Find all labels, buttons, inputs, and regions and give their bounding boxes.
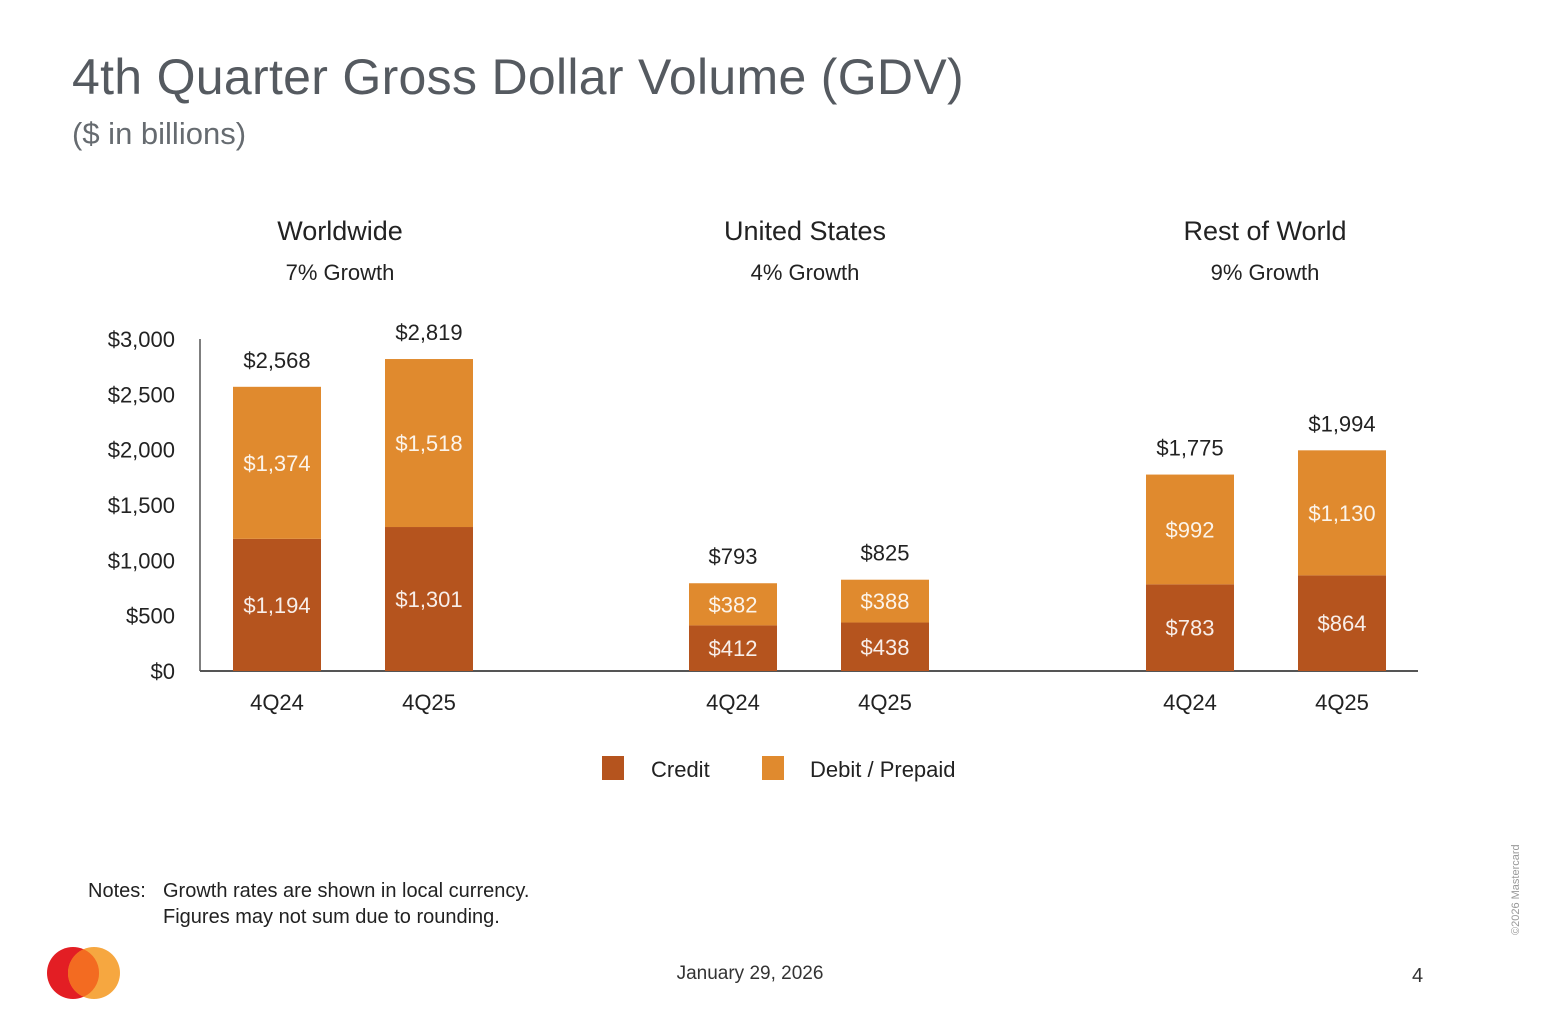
slide-title: 4th Quarter Gross Dollar Volume (GDV) — [72, 49, 964, 105]
bar-debit — [689, 583, 777, 626]
legend-swatch-debit — [762, 756, 784, 780]
bar-credit — [841, 622, 929, 671]
y-tick-label: $500 — [126, 604, 175, 629]
legend-swatch-credit — [602, 756, 624, 780]
bar-debit — [233, 386, 321, 539]
bar-total-label: $2,568 — [243, 348, 310, 373]
notes-label: Notes: — [88, 880, 146, 902]
bar-debit-label: $1,518 — [395, 431, 462, 456]
group-title: Worldwide — [277, 216, 403, 246]
bar-credit-label: $438 — [861, 635, 910, 660]
group-title: Rest of World — [1183, 216, 1346, 246]
x-tick-label: 4Q24 — [1163, 690, 1217, 715]
y-tick-label: $1,500 — [108, 493, 175, 518]
bar-credit — [689, 625, 777, 671]
bar-credit-label: $412 — [709, 636, 758, 661]
bar-debit — [1298, 450, 1386, 576]
bar-credit-label: $1,301 — [395, 587, 462, 612]
note-line-2: Figures may not sum due to rounding. — [163, 906, 500, 928]
bar-debit-label: $382 — [709, 592, 758, 617]
mastercard-logo — [47, 947, 120, 999]
legend-label-debit: Debit / Prepaid — [810, 757, 956, 782]
slide-subtitle: ($ in billions) — [72, 116, 247, 151]
bar-debit — [385, 359, 473, 528]
y-tick-label: $2,000 — [108, 438, 175, 463]
bar-credit — [385, 527, 473, 671]
group-growth: 9% Growth — [1211, 260, 1320, 285]
group-title: United States — [724, 216, 886, 246]
page-number: 4 — [1412, 965, 1424, 987]
bar-debit-label: $992 — [1166, 517, 1215, 542]
bar-credit — [233, 538, 321, 671]
bar-total-label: $1,775 — [1156, 436, 1223, 461]
group-growth: 4% Growth — [751, 260, 860, 285]
bar-debit — [841, 579, 929, 623]
bar-credit-label: $864 — [1318, 611, 1367, 636]
x-tick-label: 4Q24 — [706, 690, 760, 715]
bar-credit-label: $1,194 — [243, 593, 310, 618]
bar-total-label: $2,819 — [395, 320, 462, 345]
bar-credit-label: $783 — [1166, 616, 1215, 641]
y-tick-label: $0 — [151, 659, 175, 684]
bar-total-label: $1,994 — [1308, 411, 1375, 436]
gdv-chart: $0 $500 $1,000 $1,500 $2,000 $2,500 $3,000 Worl… — [108, 216, 1418, 782]
x-tick-label: 4Q25 — [1315, 690, 1369, 715]
x-tick-label: 4Q25 — [858, 690, 912, 715]
x-tick-label: 4Q24 — [250, 690, 304, 715]
group-growth: 7% Growth — [286, 260, 395, 285]
note-line-1: Growth rates are shown in local currency… — [163, 880, 530, 902]
bar-credit — [1146, 584, 1234, 671]
y-tick-label: $2,500 — [108, 382, 175, 407]
copyright-notice: ©2026 Mastercard — [1510, 844, 1522, 935]
bar-debit-label: $388 — [861, 589, 910, 614]
bar-debit-label: $1,130 — [1308, 501, 1375, 526]
bar-debit-label: $1,374 — [243, 451, 310, 476]
bar-total-label: $793 — [709, 544, 758, 569]
y-tick-label: $1,000 — [108, 548, 175, 573]
bar-credit — [1298, 575, 1386, 671]
x-tick-label: 4Q25 — [402, 690, 456, 715]
y-tick-label: $3,000 — [108, 327, 175, 352]
bar-total-label: $825 — [861, 541, 910, 566]
slide-date: January 29, 2026 — [676, 963, 824, 984]
bar-debit — [1146, 474, 1234, 585]
legend-label-credit: Credit — [651, 757, 710, 782]
